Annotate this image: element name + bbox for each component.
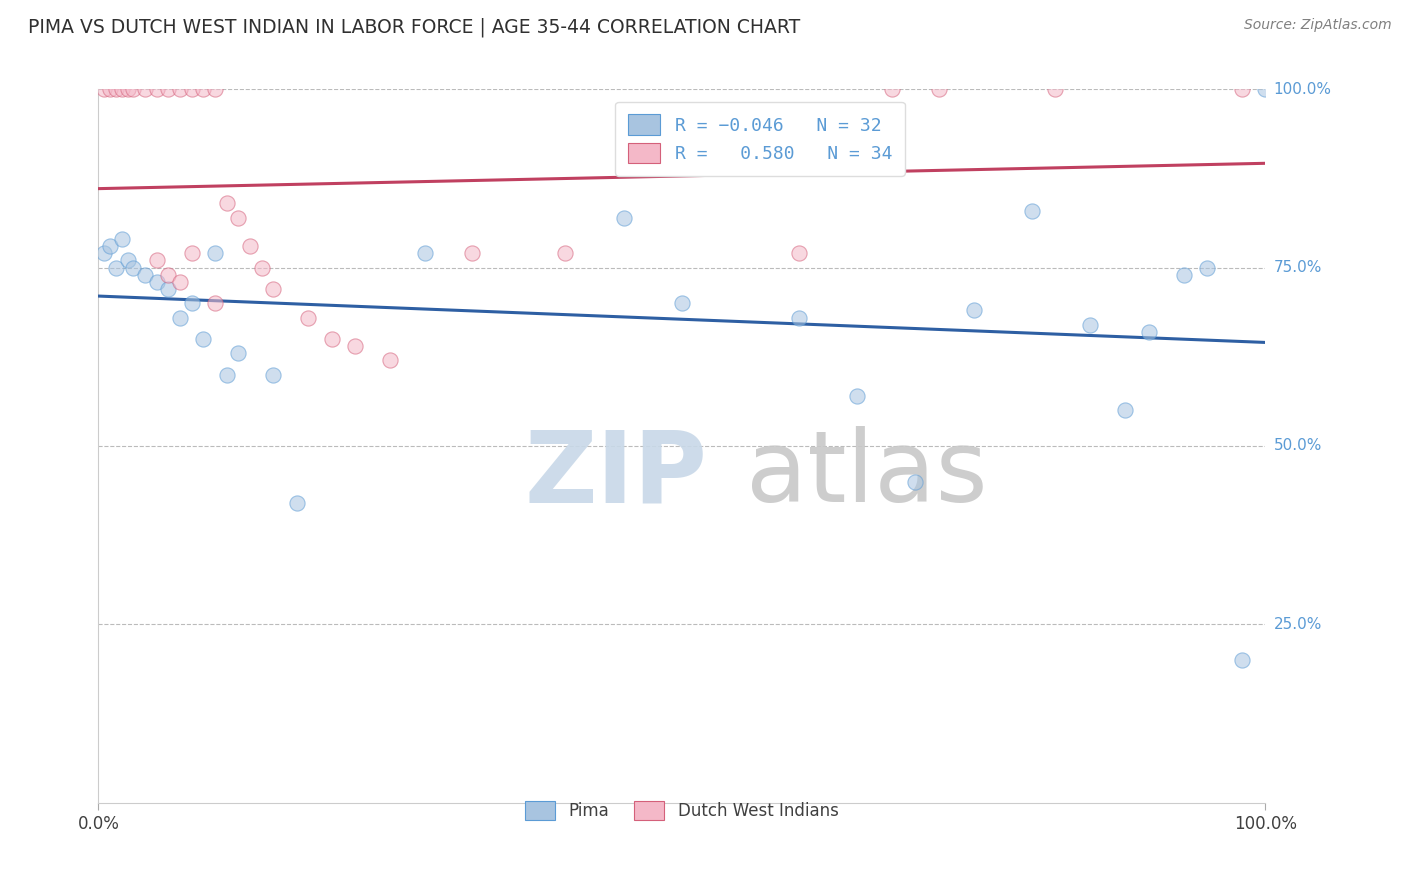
Point	[157, 282, 180, 296]
Point	[285, 496, 308, 510]
Point	[93, 246, 115, 260]
Point	[93, 82, 115, 96]
Text: 25.0%: 25.0%	[1274, 617, 1322, 632]
Point	[380, 353, 402, 368]
Point	[846, 389, 869, 403]
Text: atlas: atlas	[747, 426, 988, 523]
Point	[215, 368, 238, 382]
Point	[117, 253, 139, 268]
Point	[98, 82, 121, 96]
Point	[146, 82, 169, 96]
Point	[554, 246, 576, 260]
Point	[1021, 203, 1043, 218]
Text: ZIP: ZIP	[524, 426, 707, 523]
Point	[262, 368, 284, 382]
Point	[1195, 260, 1218, 275]
Point	[169, 310, 191, 325]
Point	[204, 296, 226, 310]
Point	[413, 246, 436, 260]
Point	[180, 246, 202, 260]
Point	[104, 82, 127, 96]
Point	[180, 296, 202, 310]
Point	[117, 82, 139, 96]
Point	[193, 82, 215, 96]
Text: 50.0%: 50.0%	[1274, 439, 1322, 453]
Point	[250, 260, 273, 275]
Point	[98, 239, 121, 253]
Point	[215, 196, 238, 211]
Point	[1173, 268, 1195, 282]
Legend: Pima, Dutch West Indians: Pima, Dutch West Indians	[512, 788, 852, 834]
Point	[1137, 325, 1160, 339]
Point	[134, 82, 156, 96]
Point	[787, 310, 810, 325]
Point	[671, 296, 693, 310]
Point	[1045, 82, 1067, 96]
Point	[157, 268, 180, 282]
Point	[1254, 82, 1277, 96]
Text: Source: ZipAtlas.com: Source: ZipAtlas.com	[1244, 18, 1392, 32]
Text: 75.0%: 75.0%	[1274, 260, 1322, 275]
Point	[880, 82, 903, 96]
Point	[111, 232, 134, 246]
Point	[1230, 82, 1253, 96]
Point	[321, 332, 343, 346]
Text: 100.0%: 100.0%	[1274, 82, 1331, 96]
Point	[134, 268, 156, 282]
Point	[1080, 318, 1102, 332]
Point	[1114, 403, 1136, 417]
Point	[1230, 653, 1253, 667]
Point	[904, 475, 927, 489]
Point	[122, 82, 145, 96]
Point	[111, 82, 134, 96]
Point	[193, 332, 215, 346]
Point	[228, 211, 250, 225]
Point	[169, 82, 191, 96]
Point	[146, 275, 169, 289]
Point	[239, 239, 262, 253]
Point	[180, 82, 202, 96]
Text: PIMA VS DUTCH WEST INDIAN IN LABOR FORCE | AGE 35-44 CORRELATION CHART: PIMA VS DUTCH WEST INDIAN IN LABOR FORCE…	[28, 18, 800, 37]
Point	[228, 346, 250, 360]
Point	[104, 260, 127, 275]
Point	[204, 82, 226, 96]
Point	[262, 282, 284, 296]
Point	[297, 310, 319, 325]
Point	[787, 246, 810, 260]
Point	[613, 211, 636, 225]
Point	[157, 82, 180, 96]
Point	[204, 246, 226, 260]
Point	[461, 246, 484, 260]
Point	[962, 303, 984, 318]
Point	[928, 82, 950, 96]
Point	[169, 275, 191, 289]
Point	[146, 253, 169, 268]
Point	[122, 260, 145, 275]
Point	[344, 339, 367, 353]
